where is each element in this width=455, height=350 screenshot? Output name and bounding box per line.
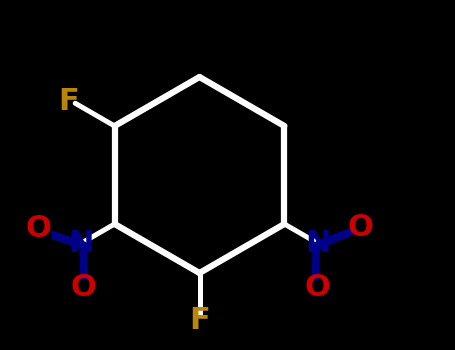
Text: N: N xyxy=(305,229,330,258)
Text: O: O xyxy=(70,273,96,302)
Text: N: N xyxy=(69,229,94,258)
Text: F: F xyxy=(189,306,210,335)
Text: O: O xyxy=(304,273,330,302)
Text: F: F xyxy=(58,87,79,116)
Text: O: O xyxy=(25,214,51,243)
Text: O: O xyxy=(348,213,374,241)
